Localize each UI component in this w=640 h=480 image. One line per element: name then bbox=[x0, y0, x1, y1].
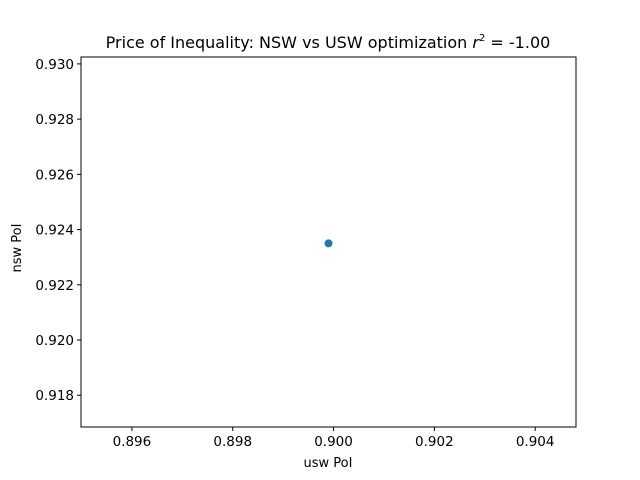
y-tick-label: 0.928 bbox=[35, 112, 74, 128]
chart-title-rest: = -1.00 bbox=[485, 33, 550, 52]
y-tick-label: 0.922 bbox=[35, 278, 74, 294]
x-tick-label: 0.900 bbox=[314, 434, 353, 450]
chart-title-variable: r bbox=[472, 33, 480, 52]
y-axis-label: nsw PoI bbox=[10, 224, 25, 273]
x-tick-label: 0.898 bbox=[213, 434, 252, 450]
axes-frame bbox=[80, 56, 577, 428]
data-point bbox=[324, 239, 333, 248]
x-tick-label: 0.904 bbox=[516, 434, 555, 450]
y-tick-label: 0.924 bbox=[35, 223, 74, 239]
x-axis-ticks: 0.896 0.898 0.900 0.902 0.904 bbox=[113, 427, 555, 450]
y-tick-label: 0.926 bbox=[35, 167, 74, 183]
y-axis-ticks: 0.918 0.920 0.922 0.924 0.926 0.928 0.930 bbox=[35, 57, 81, 404]
y-tick-label: 0.930 bbox=[35, 57, 74, 73]
y-tick-label: 0.918 bbox=[35, 388, 74, 404]
x-tick-label: 0.896 bbox=[113, 434, 152, 450]
data-points bbox=[324, 239, 333, 248]
chart-title: Price of Inequality: NSW vs USW optimiza… bbox=[106, 33, 551, 52]
chart-title-superscript: 2 bbox=[479, 33, 485, 44]
chart-title-main: Price of Inequality: NSW vs USW optimiza… bbox=[106, 33, 473, 52]
y-tick-label: 0.920 bbox=[35, 333, 74, 349]
x-axis-label: usw PoI bbox=[304, 456, 353, 471]
x-tick-label: 0.902 bbox=[415, 434, 454, 450]
